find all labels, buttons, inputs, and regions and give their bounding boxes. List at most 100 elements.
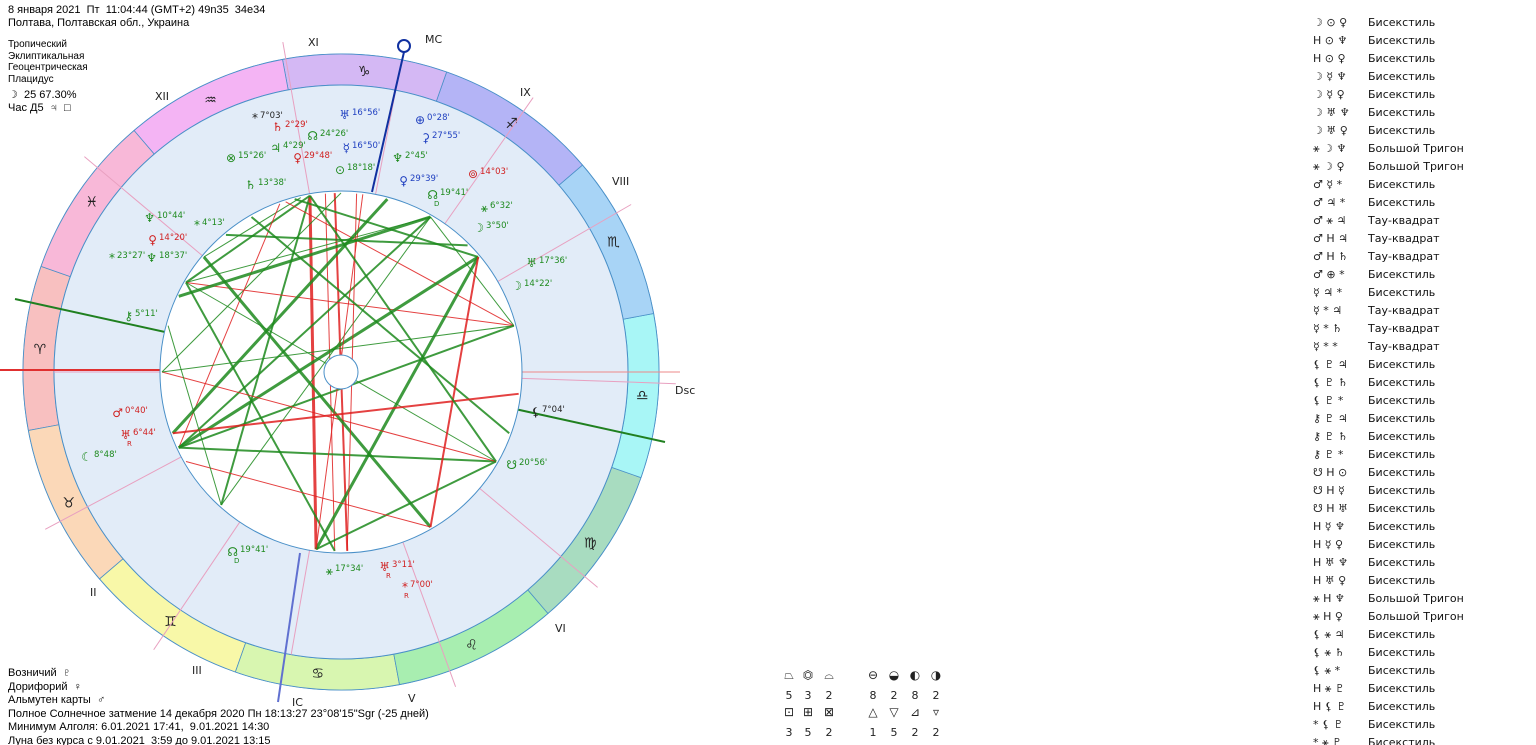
footer-line: Полное Солнечное затмение 14 декабря 202…	[8, 707, 429, 720]
aspect-name: Бисекстиль	[1368, 700, 1435, 713]
aspect-line	[178, 215, 431, 298]
planet-glyph: ♆	[144, 211, 155, 225]
stat-count: 2	[826, 689, 833, 702]
zodiac-sign: ♏	[607, 235, 620, 251]
footer-line: Дорифорий ♀	[8, 680, 82, 693]
aspect-glyphs: H ♅ ♀	[1313, 574, 1346, 587]
planet-degree: 15°26'	[238, 151, 266, 161]
planet-degree: 0°40'	[125, 406, 148, 416]
aspect-name: Бисекстиль	[1368, 736, 1435, 745]
planet-glyph: ☽	[511, 279, 522, 293]
planet-glyph: ☊	[307, 129, 318, 143]
aspect-name: Бисекстиль	[1368, 520, 1435, 533]
house-label: IX	[520, 86, 531, 99]
stat-glyph: ◐	[910, 668, 920, 682]
planet-degree: 16°50'	[352, 141, 380, 151]
stat-count: 1	[870, 726, 877, 739]
aspect-name: Тау-квадрат	[1367, 214, 1440, 227]
footer-line: Альмутен карты ♂	[8, 694, 106, 706]
aspect-glyphs: H ⊙ ♆	[1313, 34, 1347, 47]
planet-glyph: ♅	[526, 256, 537, 270]
planet-glyph: ♄	[245, 178, 256, 192]
aspect-name: Бисекстиль	[1368, 574, 1435, 587]
aspect-glyphs: ♂ ☿ *	[1313, 178, 1343, 191]
house-label: V	[408, 692, 416, 705]
house-cusp	[521, 377, 676, 385]
planet-glyph: ⚹	[481, 201, 488, 215]
aspect-glyphs: H ⚹ ♇	[1313, 682, 1345, 695]
aspect-line	[185, 194, 311, 284]
aspect-glyphs: ☿ * ♄	[1313, 322, 1342, 335]
aspect-line	[225, 233, 468, 247]
aspect-name: Бисекстиль	[1368, 124, 1435, 137]
aspect-line	[185, 282, 336, 552]
aspect-name: Бисекстиль	[1368, 196, 1435, 209]
planet-glyph: *	[194, 218, 200, 232]
aspect-glyphs: ⚸ ⚹ ♄	[1313, 646, 1345, 659]
planet-glyph: ♀	[293, 151, 302, 165]
center-circle	[323, 354, 359, 390]
zodiac-sign: ♑	[358, 64, 371, 80]
aspect-name: Бисекстиль	[1368, 664, 1435, 677]
aspect-name: Бисекстиль	[1368, 628, 1435, 641]
planet-degree: 5°11'	[135, 309, 158, 319]
house-cusp	[153, 521, 241, 651]
planet-degree: 16°56'	[352, 108, 380, 118]
aspect-name: Бисекстиль	[1368, 430, 1435, 443]
planet-degree: 2°29'	[285, 120, 308, 130]
aspect-name: Бисекстиль	[1368, 286, 1435, 299]
aspect-glyphs: ⚷ ♇ *	[1313, 448, 1344, 461]
aspect-line	[178, 216, 432, 449]
aspect-line	[220, 195, 311, 506]
stat-glyph: ⊿	[910, 705, 920, 719]
zodiac-sign: ♎	[636, 388, 649, 404]
planet-degree: 24°26'	[320, 129, 348, 139]
aspect-glyphs: * ⚹ ♇	[1313, 736, 1342, 745]
house-label: XII	[155, 90, 169, 103]
aspect-glyphs: ☿ * *	[1313, 340, 1338, 353]
planet-glyph: ☋	[506, 458, 517, 472]
stat-glyph: ⏢	[784, 668, 794, 682]
stat-glyph: △	[868, 705, 878, 719]
aspect-glyphs: ♂ H ♃	[1313, 232, 1348, 245]
aspect-line	[315, 460, 497, 551]
aspect-line	[220, 216, 431, 506]
planet-glyph: ♃	[270, 141, 281, 155]
aspect-name: Бисекстиль	[1368, 646, 1435, 659]
aspect-glyphs: ⚸ ⚹ ♃	[1313, 628, 1345, 641]
aspect-glyphs: ⚷ ♇ ♄	[1313, 430, 1348, 443]
aspect-name: Бисекстиль	[1368, 70, 1435, 83]
aspect-name: Большой Тригон	[1368, 610, 1464, 623]
aspect-line	[250, 216, 510, 434]
stat-glyph: ⊠	[824, 705, 834, 719]
ic-axis	[277, 552, 301, 703]
stat-glyph: ⊡	[784, 705, 794, 719]
aspect-name: Бисекстиль	[1368, 538, 1435, 551]
aspect-name: Бисекстиль	[1368, 268, 1435, 281]
aspect-glyphs: ☽ ♅ ♀	[1313, 124, 1348, 137]
setting: Тропический	[8, 39, 67, 50]
planet-glyph: ♅	[120, 428, 131, 442]
aspect-glyphs: * ⚸ ♇	[1313, 718, 1343, 731]
aspect-glyphs: ☋ H ♅	[1313, 502, 1348, 515]
planet-glyph: ♀	[399, 174, 408, 188]
planet-glyph: ☽	[473, 221, 484, 235]
planet-degree: 27°55'	[432, 131, 460, 141]
planet-glyph: ☊	[427, 188, 438, 202]
stat-count: 8	[870, 689, 877, 702]
house-cusp	[84, 156, 203, 257]
aspect-line	[167, 325, 222, 506]
aspect-glyphs: ♂ ⚹ ♃	[1313, 214, 1346, 227]
aspect-glyphs: H ⊙ ♀	[1313, 52, 1346, 65]
planet-degree: 6°44'	[133, 428, 156, 438]
planet-glyph: *	[252, 111, 258, 125]
planet-degree: 19°41'	[440, 188, 468, 198]
stat-count: 5	[891, 726, 898, 739]
aspect-line	[185, 282, 514, 327]
planet-degree: 14°22'	[524, 279, 552, 289]
aspect-name: Тау-квадрат	[1367, 232, 1440, 245]
aspect-line	[161, 371, 497, 462]
footer-line: Возничий ♇	[8, 667, 71, 679]
house-cusp	[444, 97, 534, 225]
